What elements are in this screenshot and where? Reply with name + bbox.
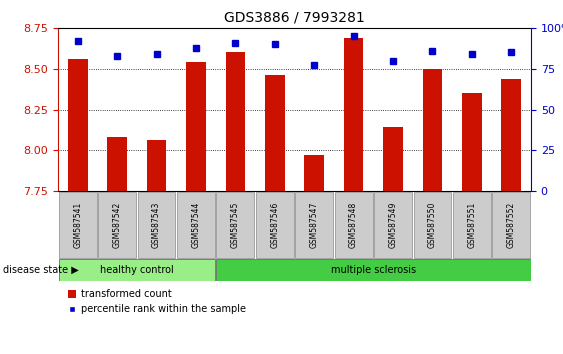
Text: GSM587547: GSM587547 — [310, 202, 319, 248]
Bar — [423, 69, 443, 191]
Bar — [59, 259, 215, 281]
Bar — [374, 192, 412, 258]
Bar — [226, 52, 245, 191]
Text: GSM587551: GSM587551 — [467, 202, 476, 248]
Text: GSM587548: GSM587548 — [349, 202, 358, 248]
Bar — [305, 155, 324, 191]
Text: multiple sclerosis: multiple sclerosis — [331, 265, 416, 275]
Bar — [414, 192, 452, 258]
Bar — [68, 59, 88, 191]
Bar — [177, 192, 215, 258]
Bar — [98, 192, 136, 258]
Bar — [383, 127, 403, 191]
Bar — [59, 192, 97, 258]
Text: GSM587549: GSM587549 — [388, 202, 397, 248]
Text: healthy control: healthy control — [100, 265, 174, 275]
Bar — [216, 192, 254, 258]
Bar — [462, 93, 482, 191]
Bar — [344, 38, 364, 191]
Text: GSM587543: GSM587543 — [152, 202, 161, 248]
Bar — [147, 141, 167, 191]
Bar — [256, 192, 294, 258]
Text: GSM587552: GSM587552 — [507, 202, 516, 248]
Bar — [137, 192, 176, 258]
Bar — [186, 62, 206, 191]
Legend: transformed count, percentile rank within the sample: transformed count, percentile rank withi… — [69, 289, 246, 314]
Text: disease state ▶: disease state ▶ — [3, 265, 79, 275]
Bar — [335, 192, 373, 258]
Text: GSM587546: GSM587546 — [270, 202, 279, 248]
Text: GSM587550: GSM587550 — [428, 202, 437, 248]
Text: GSM587544: GSM587544 — [191, 202, 200, 248]
Text: GSM587541: GSM587541 — [73, 202, 82, 248]
Bar — [265, 75, 285, 191]
Text: GSM587542: GSM587542 — [113, 202, 122, 248]
Bar — [502, 79, 521, 191]
Title: GDS3886 / 7993281: GDS3886 / 7993281 — [224, 10, 365, 24]
Bar — [493, 192, 530, 258]
Text: GSM587545: GSM587545 — [231, 202, 240, 248]
Bar — [453, 192, 491, 258]
Bar — [216, 259, 532, 281]
Bar — [108, 137, 127, 191]
Bar — [295, 192, 333, 258]
